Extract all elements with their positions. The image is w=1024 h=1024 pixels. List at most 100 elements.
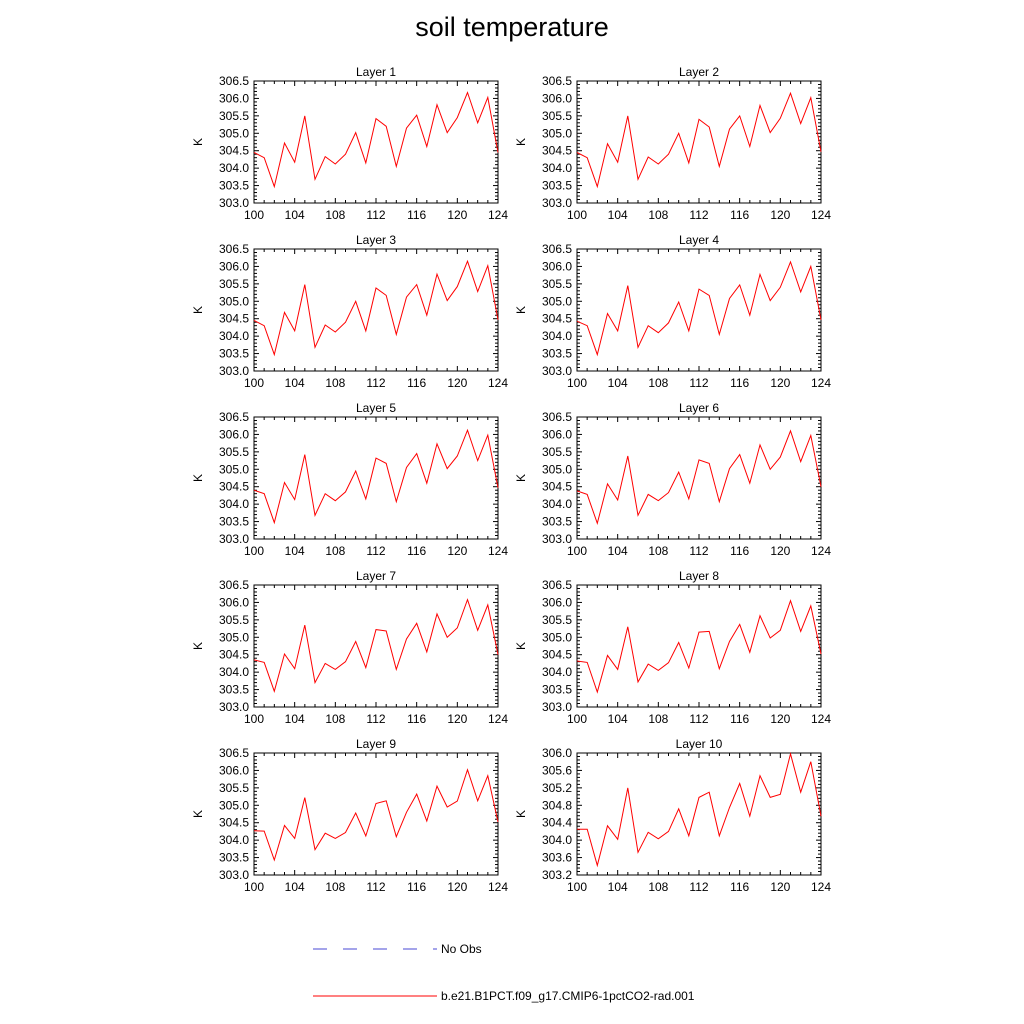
panel-2-y-tick-label: 305.0: [542, 126, 572, 140]
panel-7-x-tick-label: 120: [447, 712, 467, 726]
panel-2-y-tick-label: 304.0: [542, 161, 572, 175]
panel-8-x-tick-label: 116: [730, 712, 749, 726]
panel-2-x-tick-label: 120: [770, 208, 790, 222]
panel-6-y-tick-label: 305.5: [542, 445, 572, 459]
panel-9-x-tick-label: 112: [366, 880, 385, 894]
panel-8-x-tick-label: 112: [689, 712, 708, 726]
panel-2-y-tick-label: 304.5: [542, 144, 572, 158]
panel-5-x-tick-label: 112: [366, 544, 385, 558]
panel-6-y-tick-label: 303.5: [542, 515, 572, 529]
panel-4-y-axis-label: K: [514, 306, 528, 314]
panel-3-plot-frame: [253, 248, 499, 372]
panel-5-series-line: [253, 428, 499, 525]
panel-5-y-tick-label: 303.0: [219, 532, 249, 546]
panel-7-x-tick-label: 116: [407, 712, 426, 726]
panel-3-x-tick-label: 116: [407, 376, 426, 390]
panel-4-y-tick-label: 305.5: [542, 277, 572, 291]
panel-4-x-tick-label: 104: [608, 376, 628, 390]
panel-10-y-tick-label: 303.6: [542, 851, 572, 865]
panel-1-plot-frame: [253, 80, 499, 204]
panel-10-plot-frame: [576, 752, 822, 876]
panel-8-y-tick-label: 305.5: [542, 613, 572, 627]
panel-1-y-tick-label: 304.5: [219, 144, 249, 158]
panel-4-x-tick-label: 112: [689, 376, 708, 390]
panel-4-x-tick-label: 120: [770, 376, 790, 390]
panel-6-x-tick-label: 100: [567, 544, 587, 558]
panel-6-y-tick-label: 304.5: [542, 480, 572, 494]
panel-10-y-axis-label: K: [514, 810, 528, 818]
panel-3-series-line: [253, 259, 499, 357]
panel-7-x-tick-label: 100: [244, 712, 264, 726]
panel-2-x-tick-label: 116: [730, 208, 749, 222]
panel-10-x-tick-label: 108: [648, 880, 668, 894]
panel-9-x-tick-label: 108: [325, 880, 345, 894]
panel-9-x-tick-label: 104: [285, 880, 305, 894]
legend-label-1: No Obs: [441, 942, 482, 956]
panel-2-y-tick-label: 306.5: [542, 74, 572, 88]
panel-3-title: Layer 3: [356, 233, 396, 247]
panel-3-y-tick-label: 304.5: [219, 312, 249, 326]
panel-3-y-tick-label: 306.5: [219, 242, 249, 256]
panel-4-y-tick-label: 303.0: [542, 364, 572, 378]
panel-6-x-tick-label: 116: [730, 544, 749, 558]
panel-7-title: Layer 7: [356, 569, 396, 583]
panel-9-y-tick-label: 303.5: [219, 851, 249, 865]
panel-2-y-tick-label: 306.0: [542, 91, 572, 105]
panel-2-x-tick-label: 112: [689, 208, 708, 222]
panel-5-y-tick-label: 303.5: [219, 515, 249, 529]
panel-10-y-tick-label: 306.0: [542, 746, 572, 760]
panel-10-x-tick-label: 124: [811, 880, 831, 894]
panel-10-x-tick-label: 104: [608, 880, 628, 894]
panel-6-x-tick-label: 112: [689, 544, 708, 558]
panel-7-y-tick-label: 305.0: [219, 630, 249, 644]
panel-4-x-tick-label: 116: [730, 376, 749, 390]
panel-6-y-tick-label: 305.0: [542, 462, 572, 476]
panel-1-y-tick-label: 305.5: [219, 109, 249, 123]
chart-title: soil temperature: [415, 12, 609, 42]
panel-8-y-tick-label: 306.5: [542, 578, 572, 592]
panel-1-y-tick-label: 305.0: [219, 126, 249, 140]
panel-1-y-tick-label: 303.0: [219, 196, 249, 210]
panel-3-y-tick-label: 304.0: [219, 329, 249, 343]
panel-1-x-tick-label: 108: [325, 208, 345, 222]
panel-10-y-tick-label: 305.2: [542, 781, 572, 795]
panel-8-x-tick-label: 108: [648, 712, 668, 726]
panel-1-x-tick-label: 104: [285, 208, 305, 222]
panel-5-y-tick-label: 304.5: [219, 480, 249, 494]
panel-5-y-tick-label: 305.0: [219, 462, 249, 476]
panel-7-x-tick-label: 108: [325, 712, 345, 726]
panel-5-x-tick-label: 108: [325, 544, 345, 558]
panel-9-y-tick-label: 305.5: [219, 781, 249, 795]
panel-8-y-tick-label: 304.0: [542, 665, 572, 679]
panel-7-y-tick-label: 305.5: [219, 613, 249, 627]
panel-5-y-tick-label: 305.5: [219, 445, 249, 459]
panel-8-y-tick-label: 303.0: [542, 700, 572, 714]
panel-5-plot-frame: [253, 416, 499, 540]
panel-2-x-tick-label: 104: [608, 208, 628, 222]
panel-2-y-tick-label: 305.5: [542, 109, 572, 123]
panel-8-x-tick-label: 100: [567, 712, 587, 726]
panel-2-x-tick-label: 100: [567, 208, 587, 222]
panel-5-title: Layer 5: [356, 401, 396, 415]
panel-9-y-tick-label: 303.0: [219, 868, 249, 882]
panel-10-y-tick-label: 304.0: [542, 833, 572, 847]
panel-3-y-tick-label: 303.0: [219, 364, 249, 378]
panel-1-series-line: [253, 91, 499, 189]
panel-1-y-tick-label: 306.0: [219, 91, 249, 105]
panel-8-x-tick-label: 104: [608, 712, 628, 726]
panel-8-series-line: [576, 599, 822, 694]
panel-3-y-tick-label: 305.5: [219, 277, 249, 291]
panel-9-x-tick-label: 116: [407, 880, 426, 894]
panel-7-y-tick-label: 303.0: [219, 700, 249, 714]
panel-6-x-tick-label: 104: [608, 544, 628, 558]
panel-6-y-axis-label: K: [514, 474, 528, 482]
panel-7-y-axis-label: K: [191, 642, 205, 650]
panel-2-plot-frame: [576, 80, 822, 204]
panel-8-y-tick-label: 303.5: [542, 683, 572, 697]
panel-6-y-tick-label: 303.0: [542, 532, 572, 546]
panel-9-y-tick-label: 305.0: [219, 798, 249, 812]
panel-4-y-tick-label: 306.0: [542, 259, 572, 273]
panel-6-y-tick-label: 304.0: [542, 497, 572, 511]
panel-7-plot-frame: [253, 584, 499, 708]
panel-3-y-axis-label: K: [191, 306, 205, 314]
